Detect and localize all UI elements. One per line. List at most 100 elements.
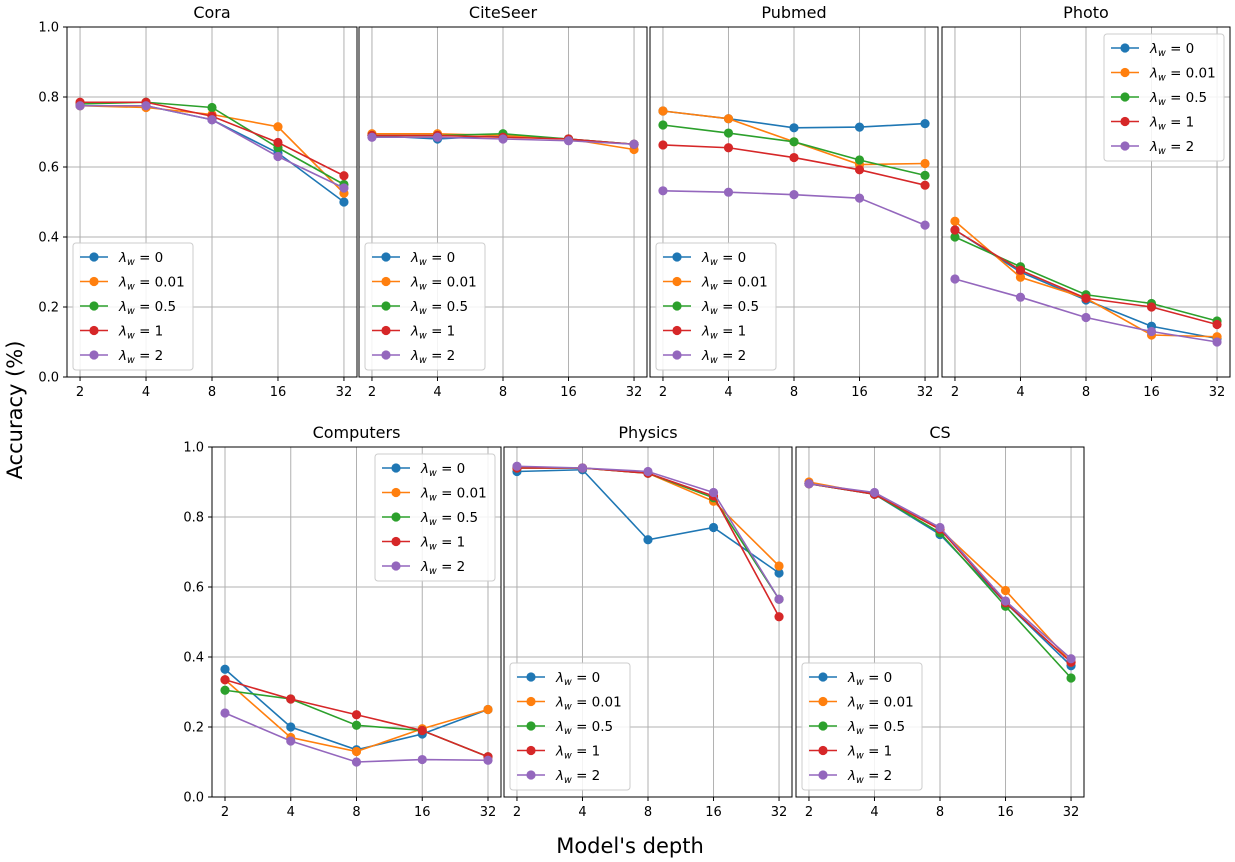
panel-title: Pubmed [761,3,826,22]
data-point [723,128,734,138]
x-tick-label: 4 [287,805,295,820]
data-point [854,155,865,165]
data-point [207,102,217,113]
data-point [75,101,85,111]
legend-marker [672,301,682,311]
data-point [1000,596,1011,606]
y-tick-label: 0.0 [183,791,204,806]
data-point [1212,337,1222,347]
data-point [367,132,377,142]
x-tick-label: 32 [1063,805,1080,820]
legend-label: λw = 0 [420,461,465,479]
legend-label: λw = 0.01 [1149,66,1216,84]
legend: λw = 0 λw = 0.01 λw = 0.5 λw = 1 λw = 2 [72,242,194,371]
legend-label: λw = 0.01 [420,486,487,504]
x-tick-label: 4 [1016,385,1024,400]
data-point [950,274,960,284]
legend-label: λw = 0.5 [1149,90,1207,108]
data-point [920,180,930,190]
y-tick-label: 0.0 [38,371,59,386]
legend-marker [391,512,401,522]
data-point [220,675,230,685]
legend-marker [526,770,536,780]
data-point [658,186,668,196]
legend-label: λw = 1 [701,324,746,342]
data-point [220,685,230,695]
data-point [854,165,865,175]
data-point [789,137,799,147]
x-tick-label: 2 [368,385,376,400]
data-point [273,137,283,148]
y-tick-label: 0.8 [38,91,59,106]
legend: λw = 0 λw = 0.01 λw = 0.5 λw = 1 λw = 2 [1103,33,1225,162]
data-point [920,119,930,129]
x-tick-label: 4 [724,385,732,400]
data-point [339,183,349,193]
data-point [774,594,784,604]
legend-label: λw = 0.5 [410,299,468,317]
legend-marker [89,325,99,336]
legend-marker [381,301,391,311]
x-tick-label: 2 [951,385,959,400]
legend-marker [1120,43,1130,53]
y-tick-label: 0.4 [38,231,59,246]
legend-marker [526,745,536,756]
x-tick-label: 2 [805,805,813,820]
data-point [774,612,784,622]
data-point [1066,654,1076,664]
y-tick-label: 0.2 [183,721,204,736]
x-tick-label: 32 [917,385,934,400]
legend-label: λw = 0 [847,670,892,688]
y-axis-label: Accuracy (%) [3,341,27,480]
legend-label: λw = 0 [555,670,600,688]
data-point [273,122,283,132]
x-tick-label: 16 [1143,385,1160,400]
data-point [935,522,945,533]
legend-label: λw = 1 [555,744,600,762]
x-tick-label: 32 [771,805,788,820]
x-axis-label: Model's depth [556,834,704,858]
data-point [1146,302,1157,312]
legend-label: λw = 2 [1149,139,1194,157]
x-tick-label: 8 [1082,385,1090,400]
data-point [854,122,865,132]
legend-marker [391,487,401,498]
legend-label: λw = 1 [410,324,455,342]
legend-marker [1120,67,1130,78]
x-tick-label: 4 [142,385,150,400]
data-point [417,725,427,736]
data-point [708,522,719,533]
data-point [207,115,217,125]
legend-label: λw = 2 [701,348,746,366]
x-tick-label: 4 [433,385,441,400]
data-point [723,114,734,124]
data-point [774,561,784,571]
x-tick-label: 32 [480,805,497,820]
legend-marker [89,276,99,287]
data-point [920,170,930,180]
legend-marker [381,325,391,336]
data-point [804,479,814,489]
legend-label: λw = 1 [420,535,465,553]
y-tick-label: 0.8 [183,511,204,526]
data-point [1066,673,1076,683]
legend-marker [391,463,401,473]
legend-label: λw = 2 [410,348,455,366]
legend-marker [672,350,682,360]
legend: λw = 0 λw = 0.01 λw = 0.5 λw = 1 λw = 2 [509,662,631,791]
x-tick-label: 16 [270,385,287,400]
legend-label: λw = 2 [847,768,892,786]
data-point [563,136,574,146]
legend-frame [374,453,496,582]
legend-label: λw = 0 [410,250,455,268]
x-tick-label: 4 [578,805,586,820]
x-tick-label: 32 [626,385,643,400]
legend-label: λw = 0 [118,250,163,268]
legend-marker [672,252,682,262]
data-point [220,664,230,674]
data-point [658,106,668,116]
x-tick-label: 2 [76,385,84,400]
